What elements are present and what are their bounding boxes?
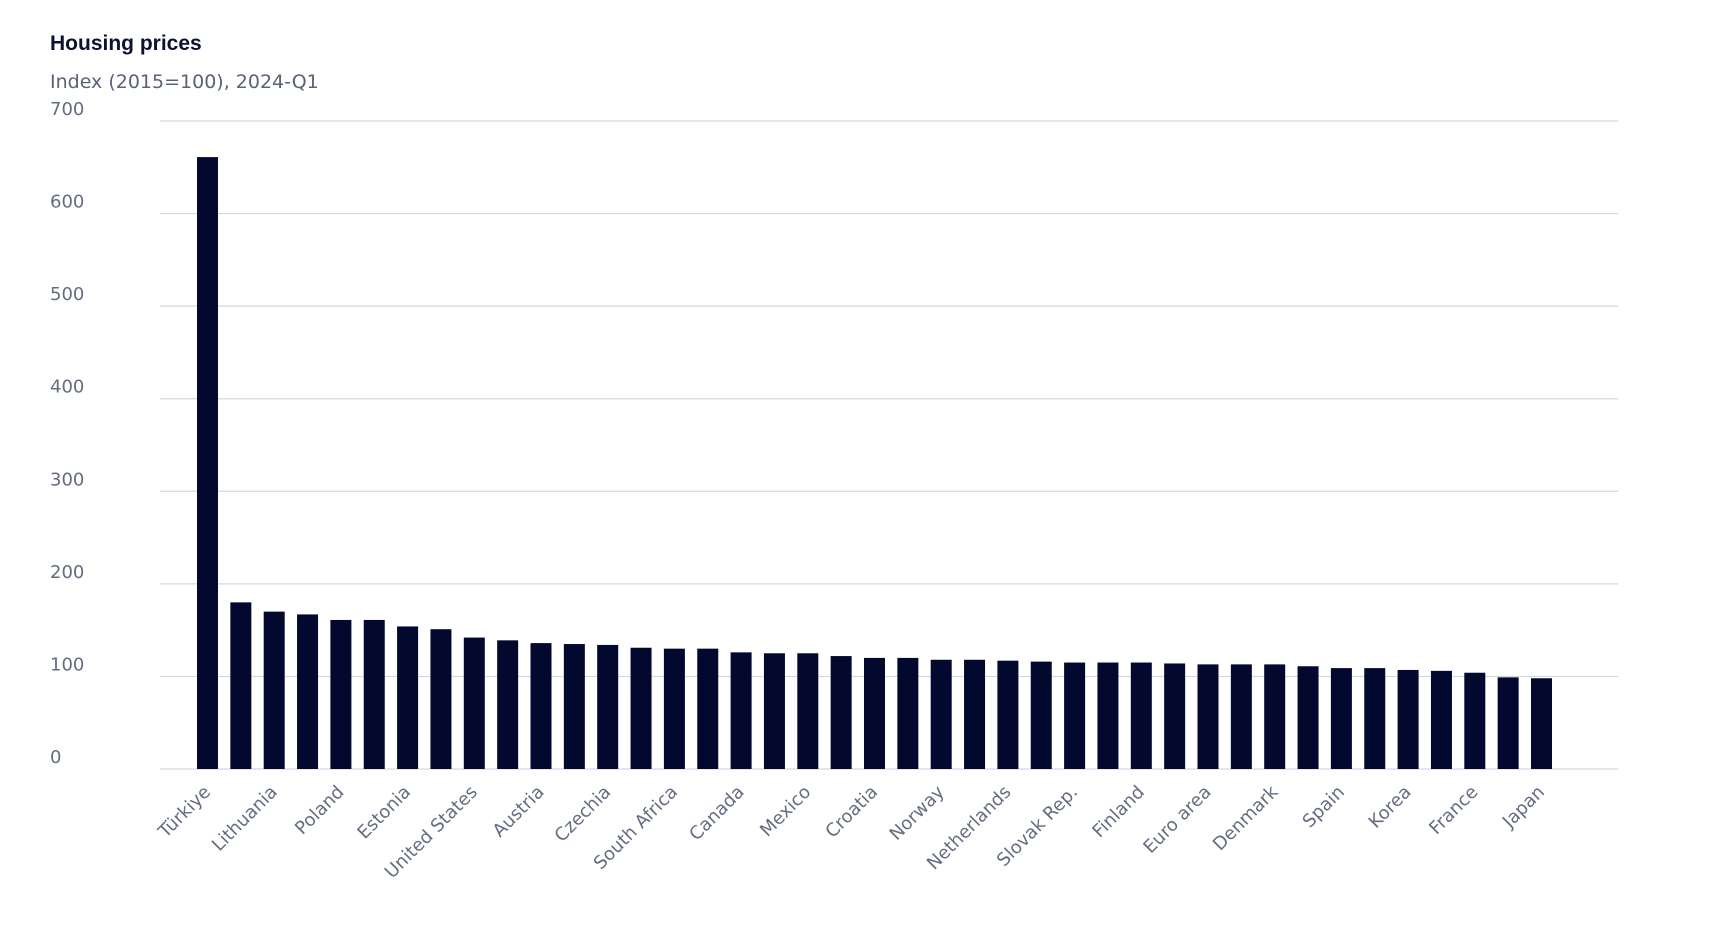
x-tick-label: Poland [291,782,348,839]
x-tick-label: Japan [1498,782,1549,833]
bar [1230,664,1252,769]
x-tick-label: Czechia [551,782,616,847]
bar [630,647,652,769]
x-tick-label: France [1425,782,1482,839]
bar [930,659,952,769]
y-tick-label: 500 [50,284,84,305]
bars [197,157,1552,770]
y-tick-label: 0 [50,747,61,768]
bar [197,157,218,770]
bar [597,644,619,769]
bar [1464,672,1486,769]
x-tick-label: Lithuania [208,782,282,856]
bar [330,619,352,769]
x-tick-label: Mexico [756,782,815,841]
bar [1164,663,1186,769]
bar [1430,670,1452,769]
bar [1364,668,1386,769]
bar [1197,664,1219,769]
bar [1531,678,1552,769]
x-tick-label: Austria [489,782,549,842]
bar [1497,677,1519,769]
y-tick-label: 100 [50,654,84,675]
bar [230,602,252,769]
x-tick-label: Estonia [353,782,415,844]
x-tick-label: Croatia [821,782,882,843]
bar [430,629,452,769]
y-tick-label: 600 [50,192,84,213]
chart-title: Housing prices [50,32,202,55]
bar [1130,662,1152,769]
x-tick-label: Spain [1299,782,1349,832]
bar [530,643,552,769]
bar [563,644,585,769]
y-tick-label: 200 [50,562,84,583]
x-tick-label: Korea [1365,782,1416,833]
x-tick-label: Denmark [1209,781,1283,855]
y-axis-ticks: 0 100 200 300 400 500 600 700 [50,99,84,768]
x-tick-label: Norway [886,781,949,844]
bar [1264,664,1286,769]
bar [1397,669,1419,769]
bar [397,626,419,769]
bar [1064,662,1086,769]
bar [663,648,685,769]
bar [897,657,919,769]
bar [997,660,1019,769]
bar [697,648,719,769]
bar [964,659,986,769]
bar [1297,666,1319,769]
x-tick-label: Canada [685,782,748,845]
bar [763,653,785,769]
bar [297,614,319,769]
bar [730,652,752,769]
x-tick-label: Euro area [1139,782,1215,858]
bar [263,611,285,769]
bar [1097,662,1119,769]
bar [830,656,852,769]
bar [864,657,885,769]
y-tick-label: 300 [50,469,84,490]
y-tick-label: 700 [50,99,84,120]
bar [797,653,819,769]
y-tick-label: 400 [50,377,84,398]
x-tick-label: Türkiye [154,782,215,843]
bar [1030,661,1052,769]
x-tick-label: Finland [1088,782,1148,842]
bar [497,640,519,769]
bar [463,637,485,769]
bar [1330,668,1352,769]
bar [363,619,385,769]
chart-subtitle: Index (2015=100), 2024-Q1 [50,71,319,93]
